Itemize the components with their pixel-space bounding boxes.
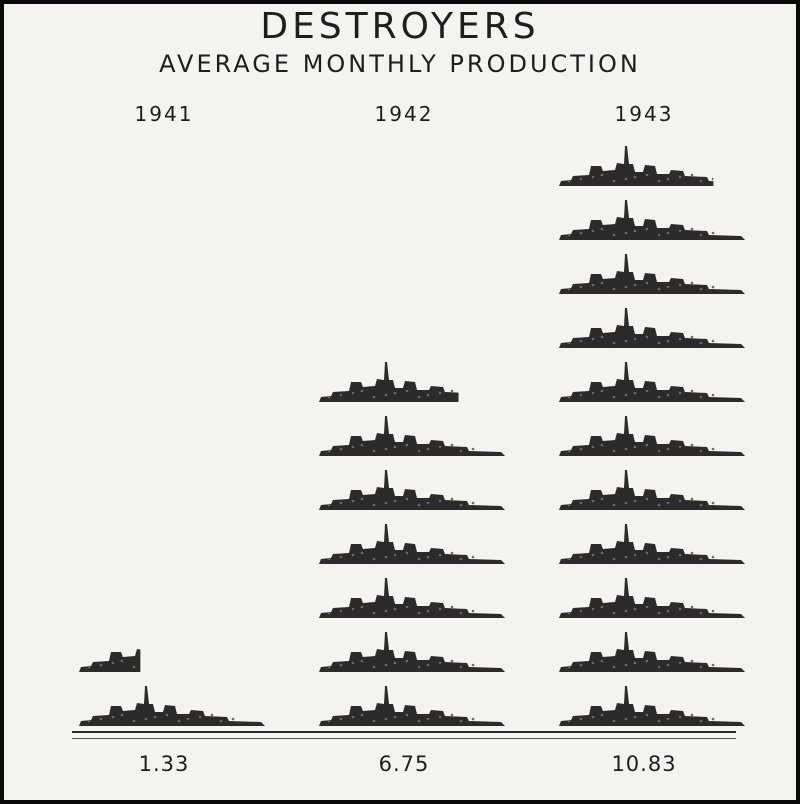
- category-label-1941: 1941: [134, 102, 194, 126]
- category-label-1943: 1943: [614, 102, 674, 126]
- ship-icon-1942-3: [319, 578, 505, 618]
- value-label-1942: 6.75: [378, 752, 430, 776]
- ship-icon-1943-4: [559, 524, 745, 564]
- ship-icon-1942-6: [319, 416, 505, 456]
- ship-icon-1942-1: [319, 686, 505, 726]
- ship-icon-1942-4: [319, 524, 505, 564]
- chart-subtitle: AVERAGE MONTHLY PRODUCTION: [159, 50, 641, 78]
- category-label-1942: 1942: [374, 102, 434, 126]
- ship-icon-1943-6: [559, 416, 745, 456]
- value-label-1941: 1.33: [138, 752, 190, 776]
- ship-icon-1943-9: [559, 254, 745, 294]
- value-label-1943: 10.83: [611, 752, 677, 776]
- pictogram-plot: [79, 146, 745, 726]
- ship-icon-1941-2: [79, 649, 141, 672]
- ship-icon-1943-1: [559, 686, 745, 726]
- ship-icon-1943-10: [559, 200, 745, 240]
- ship-icon-1943-3: [559, 578, 745, 618]
- ship-icon-1943-2: [559, 632, 745, 672]
- ship-icon-1942-5: [319, 470, 505, 510]
- ship-icon-1942-2: [319, 632, 505, 672]
- ship-icon-1943-7: [559, 362, 745, 402]
- ship-icon-1943-8: [559, 308, 745, 348]
- chart-panel: DESTROYERS AVERAGE MONTHLY PRODUCTION 19…: [4, 4, 796, 800]
- ship-icon-1943-11: [559, 146, 714, 186]
- baseline: [72, 731, 736, 739]
- ship-icon-1942-7: [319, 362, 459, 402]
- chart-title: DESTROYERS: [260, 6, 540, 47]
- ship-icon-1943-5: [559, 470, 745, 510]
- ship-icon-1941-1: [79, 686, 265, 726]
